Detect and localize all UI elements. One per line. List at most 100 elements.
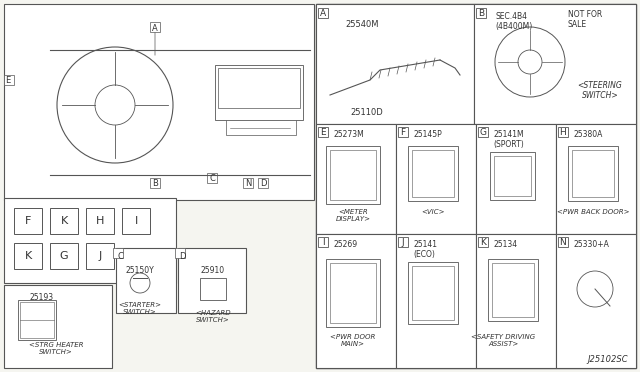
Bar: [318, 127, 328, 137]
Bar: [476, 234, 556, 368]
Bar: [474, 4, 636, 124]
Text: H: H: [559, 128, 566, 137]
Bar: [558, 127, 568, 137]
Text: C: C: [117, 252, 123, 261]
Bar: [316, 234, 396, 368]
Text: D: D: [260, 179, 266, 187]
Text: 25193: 25193: [30, 293, 54, 302]
Text: <STEERING
SWITCH>: <STEERING SWITCH>: [578, 81, 622, 100]
Text: C: C: [209, 173, 215, 183]
Bar: [318, 8, 328, 18]
Bar: [86, 243, 114, 269]
Text: J: J: [402, 237, 404, 247]
Bar: [4, 285, 112, 368]
Bar: [150, 178, 160, 188]
Text: N: N: [559, 237, 566, 247]
Bar: [50, 243, 78, 269]
Bar: [14, 208, 42, 234]
Text: <STRG HEATER
SWITCH>: <STRG HEATER SWITCH>: [29, 342, 83, 355]
Text: J25102SC: J25102SC: [588, 355, 628, 364]
Text: E: E: [5, 76, 11, 84]
Bar: [122, 208, 150, 234]
Text: A: A: [152, 23, 158, 32]
Text: <PWR DOOR
MAIN>: <PWR DOOR MAIN>: [330, 334, 376, 347]
Text: K: K: [24, 251, 31, 261]
Bar: [86, 208, 114, 234]
Text: D: D: [179, 252, 186, 261]
Bar: [558, 237, 568, 247]
Bar: [116, 248, 176, 313]
Bar: [478, 127, 488, 137]
Bar: [215, 65, 303, 120]
Bar: [412, 150, 454, 197]
Bar: [20, 302, 54, 338]
Text: <VIC>: <VIC>: [421, 209, 445, 215]
Text: N: N: [245, 179, 251, 187]
Bar: [398, 237, 408, 247]
Bar: [556, 234, 636, 368]
Text: G: G: [479, 128, 486, 137]
Text: A: A: [320, 9, 326, 17]
Text: 25110D: 25110D: [350, 108, 383, 117]
Bar: [316, 4, 636, 368]
Text: E: E: [320, 128, 326, 137]
Bar: [218, 68, 300, 108]
Bar: [14, 243, 42, 269]
Bar: [200, 278, 226, 300]
Bar: [488, 259, 538, 321]
Text: J: J: [99, 251, 102, 261]
Bar: [568, 146, 618, 201]
Text: 25910: 25910: [201, 266, 225, 275]
Bar: [330, 150, 376, 200]
Bar: [4, 4, 314, 200]
Text: 25330+A: 25330+A: [573, 240, 609, 249]
Text: 25134: 25134: [493, 240, 517, 249]
Bar: [178, 248, 246, 313]
Bar: [18, 300, 56, 340]
Bar: [490, 152, 535, 200]
Bar: [396, 234, 476, 368]
Text: K: K: [480, 237, 486, 247]
Bar: [408, 262, 458, 324]
Text: 25273M: 25273M: [333, 130, 364, 139]
Bar: [258, 178, 268, 188]
Text: NOT FOR
SALE: NOT FOR SALE: [568, 10, 602, 29]
Text: F: F: [25, 216, 31, 226]
Bar: [243, 178, 253, 188]
Text: 25150Y: 25150Y: [125, 266, 154, 275]
Bar: [494, 156, 531, 196]
Bar: [556, 124, 636, 234]
Text: 25145P: 25145P: [413, 130, 442, 139]
Bar: [4, 75, 14, 85]
Bar: [150, 22, 160, 32]
Bar: [478, 237, 488, 247]
Bar: [396, 124, 476, 234]
Text: G: G: [60, 251, 68, 261]
Bar: [492, 263, 534, 317]
Text: <PWR BACK DOOR>: <PWR BACK DOOR>: [557, 209, 629, 215]
Bar: [412, 266, 454, 320]
Text: SEC.4B4
(4B400M): SEC.4B4 (4B400M): [495, 12, 532, 31]
Text: <HAZARD
SWITCH>: <HAZARD SWITCH>: [195, 310, 231, 323]
Bar: [50, 208, 78, 234]
Bar: [4, 198, 176, 283]
Bar: [316, 124, 396, 234]
Text: 25380A: 25380A: [573, 130, 602, 139]
Text: 25141
(ECO): 25141 (ECO): [413, 240, 437, 259]
Bar: [226, 120, 296, 135]
Bar: [207, 173, 217, 183]
Bar: [318, 237, 328, 247]
Bar: [476, 8, 486, 18]
Bar: [326, 259, 380, 327]
Text: <STARTER>
SWITCH>: <STARTER> SWITCH>: [118, 302, 161, 315]
Bar: [326, 146, 380, 204]
Text: 25141M
(SPORT): 25141M (SPORT): [493, 130, 524, 150]
Text: K: K: [60, 216, 68, 226]
Bar: [113, 248, 123, 258]
Text: F: F: [401, 128, 406, 137]
Text: I: I: [322, 237, 324, 247]
Text: 25540M: 25540M: [345, 20, 378, 29]
Bar: [330, 263, 376, 323]
Text: I: I: [134, 216, 138, 226]
Text: B: B: [478, 9, 484, 17]
